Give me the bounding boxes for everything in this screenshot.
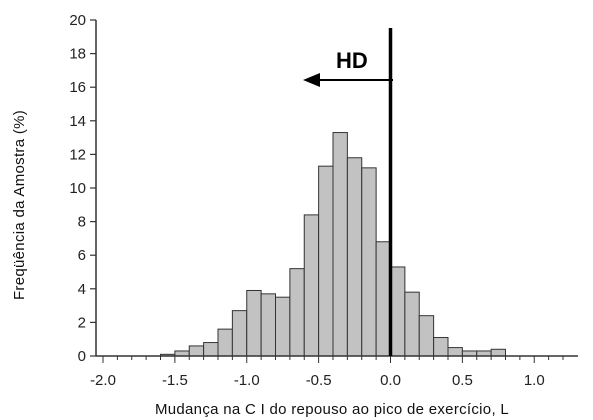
histogram-bar — [289, 268, 305, 357]
histogram-bar — [476, 350, 492, 357]
y-tick-label: 6 — [78, 247, 86, 264]
hd-annotation: HD — [303, 48, 393, 87]
histogram-bar — [418, 315, 435, 357]
histogram-bar — [433, 337, 449, 357]
x-ticks: -2.0 -1.5 -1.0 -0.5 0.0 0.5 1.0 — [90, 356, 564, 389]
y-tick-label: 16 — [69, 79, 86, 96]
y-tick-label: 2 — [78, 314, 86, 331]
histogram-bar — [203, 342, 219, 357]
histogram-bar — [332, 132, 348, 357]
y-tick-label: 8 — [78, 214, 86, 231]
y-axis-title: Freqüência da Amostra (%) — [11, 110, 28, 300]
x-tick-label: 0.5 — [452, 372, 473, 389]
histogram-bar — [260, 293, 276, 357]
histogram-bar — [461, 350, 478, 357]
x-tick-label: -0.5 — [306, 372, 332, 389]
x-tick-label: 0.0 — [380, 372, 401, 389]
x-tick-label: -1.5 — [162, 372, 188, 389]
histogram-bar — [490, 348, 506, 357]
histogram-bar — [390, 266, 406, 357]
y-tick-label: 12 — [69, 146, 86, 163]
x-tick-label: -2.0 — [90, 372, 116, 389]
y-tick-label: 10 — [69, 180, 86, 197]
x-axis-title: Mudança na C I do repouso ao pico de exe… — [155, 401, 509, 418]
hd-label: HD — [336, 48, 368, 73]
histogram-bar — [375, 241, 391, 357]
histogram-bar — [346, 157, 363, 357]
y-tick-label: 20 — [69, 12, 86, 29]
y-tick-label: 14 — [69, 113, 86, 130]
histogram-bar — [246, 289, 262, 357]
histogram-bar — [361, 167, 377, 357]
y-tick-label: 0 — [78, 348, 86, 365]
histogram-bars — [160, 132, 506, 357]
x-tick-label: 1.0 — [524, 372, 545, 389]
histogram-bar — [447, 347, 463, 357]
histogram-bar — [404, 291, 420, 357]
histogram-bar — [275, 296, 291, 357]
histogram-bar — [188, 345, 205, 357]
histogram-bar — [303, 214, 320, 357]
histogram-bar — [318, 165, 334, 357]
x-tick-label: -1.0 — [234, 372, 260, 389]
y-tick-label: 18 — [69, 46, 86, 63]
y-ticks: 0 2 4 6 8 10 12 14 16 18 20 — [69, 12, 96, 365]
left-arrow-icon — [303, 73, 320, 87]
histogram-bar — [217, 328, 233, 357]
histogram-bar — [231, 310, 248, 357]
y-tick-label: 4 — [78, 281, 86, 298]
histogram-bar — [174, 350, 190, 357]
